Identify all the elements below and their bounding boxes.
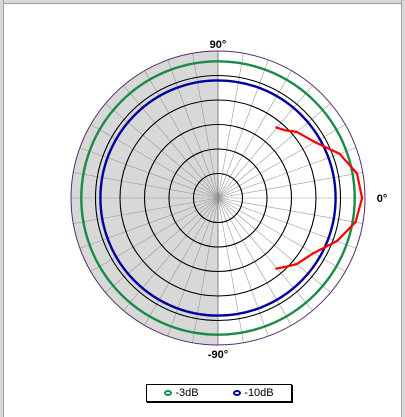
grid-ring (143, 123, 293, 273)
window-frame-left (0, 0, 4, 417)
angle-label-bottom: -90° (208, 349, 228, 361)
grid-ring (119, 99, 317, 297)
legend-item-10db: -10dB (233, 387, 274, 399)
legend-swatch-10db (233, 390, 242, 396)
pattern-series-line (275, 126, 364, 270)
legend-item-3db: -3dB (164, 387, 199, 399)
grid-ring (168, 148, 268, 248)
legend-label-10db: -10dB (244, 387, 274, 399)
window-frame-right (401, 0, 405, 417)
angle-label-top: 90° (210, 39, 227, 51)
angle-label-right: 0° (377, 193, 388, 205)
legend-swatch-3db (164, 390, 173, 396)
grid-ring (192, 172, 244, 224)
outer-ring (70, 50, 366, 346)
reference-circle-10db (99, 79, 337, 317)
legend-label-3db: -3dB (175, 387, 199, 399)
grid-ring (94, 74, 342, 322)
chart-legend: -3dB -10dB (146, 384, 292, 402)
window-frame-top (0, 0, 405, 4)
reference-circle-3db (80, 60, 356, 336)
